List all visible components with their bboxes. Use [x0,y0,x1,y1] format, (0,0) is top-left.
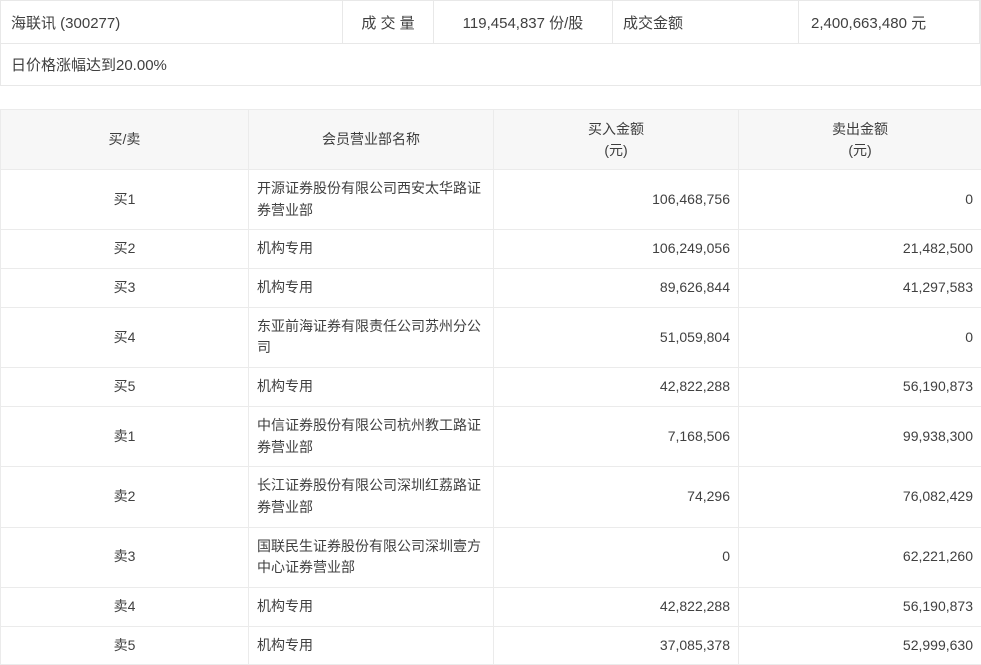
stock-title: 海联讯 (300277) [1,1,343,43]
trading-seats-table: 买/卖 会员营业部名称 买入金额 (元) 卖出金额 (元) 买1 开源证券股份有限公… [0,109,981,665]
table-row: 买2 机构专用 106,249,056 21,482,500 [1,230,981,269]
header-buy-amount-label: 买入金额 [588,121,644,137]
buy-amount: 37,085,378 [494,626,739,665]
table-row: 卖4 机构专用 42,822,288 56,190,873 [1,587,981,626]
turnover-value: 2,400,663,480 元 [799,1,980,43]
buy-amount: 42,822,288 [494,587,739,626]
side-rank: 卖5 [1,626,249,665]
side-rank: 卖4 [1,587,249,626]
dept-name: 中信证券股份有限公司杭州教工路证券营业部 [249,406,494,466]
side-rank: 买5 [1,368,249,407]
side-rank: 卖3 [1,527,249,587]
stock-info-panel: 海联讯 (300277) 成 交 量 119,454,837 份/股 成交金额 … [0,0,981,86]
dept-name: 机构专用 [249,626,494,665]
buy-amount: 42,822,288 [494,368,739,407]
sell-amount: 76,082,429 [739,467,981,527]
sell-amount: 0 [739,307,981,367]
side-rank: 卖1 [1,406,249,466]
price-limit-notice: 日价格涨幅达到20.00% [1,43,980,85]
turnover-label: 成交金额 [613,1,799,43]
volume-label: 成 交 量 [343,1,434,43]
sell-amount: 99,938,300 [739,406,981,466]
side-rank: 买2 [1,230,249,269]
side-rank: 买1 [1,170,249,230]
sell-amount: 41,297,583 [739,269,981,308]
buy-amount: 106,468,756 [494,170,739,230]
buy-amount: 51,059,804 [494,307,739,367]
buy-amount: 89,626,844 [494,269,739,308]
dept-name: 机构专用 [249,368,494,407]
header-sell-amount-label: 卖出金额 [832,121,888,137]
dept-name: 机构专用 [249,230,494,269]
table-row: 卖1 中信证券股份有限公司杭州教工路证券营业部 7,168,506 99,938… [1,406,981,466]
buy-amount: 7,168,506 [494,406,739,466]
volume-value: 119,454,837 份/股 [434,1,613,43]
sell-amount: 62,221,260 [739,527,981,587]
table-row: 卖2 长江证券股份有限公司深圳红荔路证券营业部 74,296 76,082,42… [1,467,981,527]
header-buy-amount: 买入金额 (元) [494,110,739,170]
header-sell-amount: 卖出金额 (元) [739,110,981,170]
table-row: 买3 机构专用 89,626,844 41,297,583 [1,269,981,308]
table-header-row: 买/卖 会员营业部名称 买入金额 (元) 卖出金额 (元) [1,110,981,170]
side-rank: 买4 [1,307,249,367]
sell-amount: 56,190,873 [739,368,981,407]
side-rank: 买3 [1,269,249,308]
side-rank: 卖2 [1,467,249,527]
table-row: 卖3 国联民生证券股份有限公司深圳壹方中心证券营业部 0 62,221,260 [1,527,981,587]
dept-name: 国联民生证券股份有限公司深圳壹方中心证券营业部 [249,527,494,587]
header-buy-amount-unit: (元) [494,140,738,160]
header-sell-amount-unit: (元) [739,140,981,160]
header-dept-name: 会员营业部名称 [249,110,494,170]
sell-amount: 52,999,630 [739,626,981,665]
table-row: 买4 东亚前海证券有限责任公司苏州分公司 51,059,804 0 [1,307,981,367]
table-row: 卖5 机构专用 37,085,378 52,999,630 [1,626,981,665]
buy-amount: 106,249,056 [494,230,739,269]
table-row: 买1 开源证券股份有限公司西安太华路证券营业部 106,468,756 0 [1,170,981,230]
sell-amount: 56,190,873 [739,587,981,626]
buy-amount: 0 [494,527,739,587]
dept-name: 长江证券股份有限公司深圳红荔路证券营业部 [249,467,494,527]
dept-name: 机构专用 [249,587,494,626]
dept-name: 开源证券股份有限公司西安太华路证券营业部 [249,170,494,230]
dept-name: 东亚前海证券有限责任公司苏州分公司 [249,307,494,367]
sell-amount: 21,482,500 [739,230,981,269]
stock-info-row: 海联讯 (300277) 成 交 量 119,454,837 份/股 成交金额 … [1,1,980,43]
buy-amount: 74,296 [494,467,739,527]
dept-name: 机构专用 [249,269,494,308]
table-row: 买5 机构专用 42,822,288 56,190,873 [1,368,981,407]
header-buy-sell: 买/卖 [1,110,249,170]
sell-amount: 0 [739,170,981,230]
section-spacer [0,86,981,109]
